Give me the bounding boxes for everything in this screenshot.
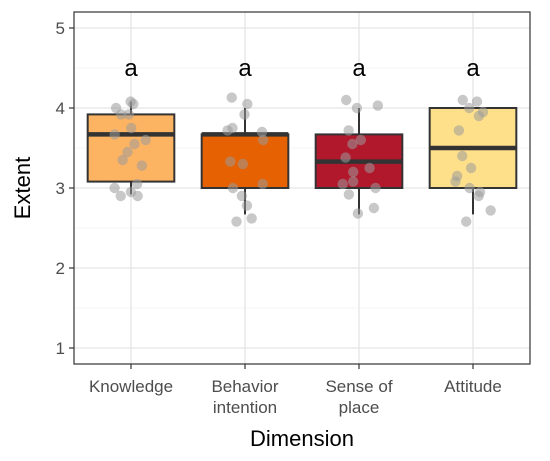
- data-point: [257, 178, 268, 190]
- data-point: [115, 190, 126, 202]
- data-point: [343, 189, 355, 200]
- data-point: [461, 216, 472, 227]
- data-point: [450, 176, 461, 187]
- data-point: [128, 98, 139, 110]
- data-point: [368, 202, 380, 214]
- x-tick-label-line: intention: [213, 398, 277, 417]
- data-point: [256, 126, 268, 138]
- data-point: [132, 190, 143, 202]
- data-point: [343, 125, 354, 136]
- significance-letter: a: [466, 55, 480, 82]
- data-point: [129, 138, 140, 150]
- data-point: [225, 156, 236, 167]
- data-point: [457, 94, 468, 106]
- data-point: [126, 122, 137, 134]
- data-point: [236, 190, 248, 202]
- significance-letter: a: [238, 55, 252, 82]
- data-point: [231, 216, 242, 227]
- data-point: [341, 94, 352, 106]
- data-point: [115, 109, 127, 120]
- data-point: [239, 109, 250, 120]
- y-axis-label: Extent: [10, 157, 35, 219]
- significance-letter: a: [352, 55, 366, 82]
- data-point: [473, 110, 485, 122]
- x-tick-label: Sense of place: [325, 377, 392, 417]
- x-tick-label-line: Knowledge: [89, 377, 173, 396]
- y-tick-label: 3: [56, 179, 65, 198]
- data-point: [370, 182, 381, 194]
- data-point: [242, 98, 253, 110]
- data-point: [485, 205, 496, 216]
- data-point: [340, 152, 351, 163]
- x-tick-label-line: Attitude: [444, 377, 502, 396]
- data-point: [109, 129, 120, 140]
- data-point: [140, 134, 151, 146]
- x-tick-label: Behavior intention: [211, 377, 278, 417]
- x-tick-label: Attitude: [444, 377, 502, 396]
- data-point: [352, 208, 364, 219]
- data-point: [463, 102, 475, 114]
- data-point: [337, 178, 348, 190]
- data-point: [355, 134, 367, 146]
- data-point: [246, 213, 257, 224]
- y-tick-label: 5: [56, 19, 65, 38]
- data-point: [348, 166, 359, 178]
- data-point: [372, 100, 384, 111]
- y-tick-label: 4: [56, 99, 65, 118]
- data-point: [473, 190, 484, 202]
- data-point: [117, 154, 128, 166]
- y-tick-label: 1: [56, 339, 65, 358]
- data-point: [457, 150, 468, 162]
- plot-area: a a a a 1 2 3 4 5 Knowledge Behavior intention Sense…: [56, 11, 531, 417]
- data-point: [464, 182, 475, 194]
- data-point: [364, 162, 375, 174]
- data-point: [136, 160, 148, 171]
- data-point: [465, 162, 477, 174]
- x-tick-label: Knowledge: [89, 377, 173, 396]
- data-point: [226, 92, 237, 103]
- data-point: [227, 182, 239, 194]
- data-point: [347, 138, 358, 150]
- data-point: [237, 158, 249, 170]
- significance-letter: a: [124, 55, 138, 82]
- data-point: [222, 125, 233, 136]
- data-point: [123, 109, 134, 120]
- data-point: [131, 178, 143, 190]
- data-point: [258, 134, 269, 146]
- data-point: [241, 200, 253, 211]
- data-point: [351, 102, 363, 114]
- data-point: [471, 96, 483, 107]
- y-tick-label: 2: [56, 259, 65, 278]
- data-point: [109, 182, 120, 194]
- data-point: [453, 125, 465, 136]
- x-axis-label: Dimension: [250, 426, 354, 451]
- x-tick-label-line: Sense of: [325, 377, 392, 396]
- data-point: [347, 176, 359, 187]
- x-tick-label-line: place: [339, 398, 380, 417]
- data-point: [122, 146, 133, 158]
- x-tick-label-line: Behavior: [211, 377, 278, 396]
